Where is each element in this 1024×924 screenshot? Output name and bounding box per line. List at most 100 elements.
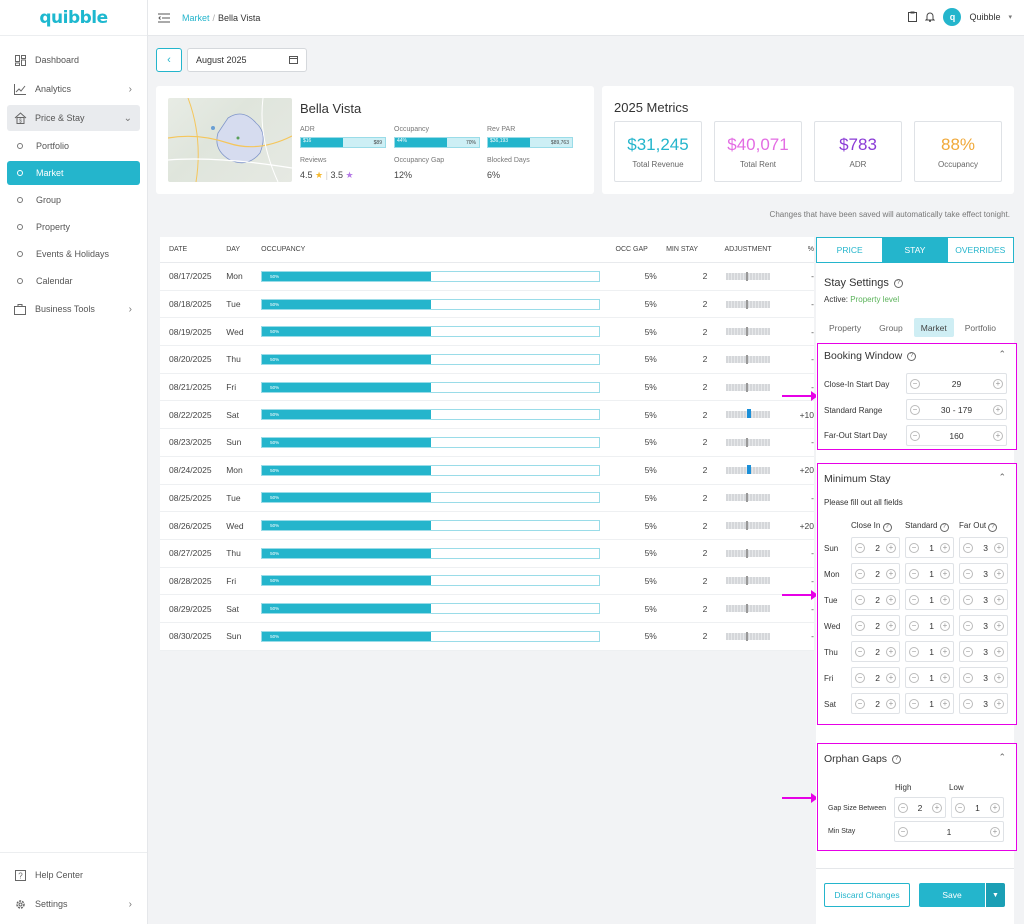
col-occ-gap[interactable]: OCC GAP <box>615 246 648 253</box>
cell-adjustment[interactable] <box>707 299 788 309</box>
minus-icon[interactable]: − <box>910 404 920 415</box>
table-row[interactable]: 08/20/2025 Thu 50% 5% 2 - <box>160 346 814 374</box>
plus-icon[interactable]: + <box>989 826 1000 837</box>
sidebar-sub-events[interactable]: Events & Holidays <box>7 242 140 266</box>
stepper-value[interactable]: 3 <box>983 646 988 657</box>
month-picker[interactable]: August 2025 <box>187 48 307 72</box>
adjustment-handle[interactable] <box>746 299 749 309</box>
minus-icon[interactable]: − <box>910 430 920 441</box>
minus-icon[interactable]: − <box>855 542 865 553</box>
plus-icon[interactable]: + <box>940 594 950 605</box>
cell-adjustment[interactable] <box>707 548 788 558</box>
help-icon[interactable]: ? <box>988 522 998 532</box>
min-stay-far-out-stepper[interactable]: −3 + <box>959 615 1008 636</box>
adjustment-handle[interactable] <box>747 464 752 474</box>
minus-icon[interactable]: − <box>898 802 908 813</box>
min-stay-standard-stepper[interactable]: −1 + <box>905 693 954 714</box>
adjustment-slider[interactable] <box>726 576 771 586</box>
minus-icon[interactable]: − <box>855 698 865 709</box>
table-row[interactable]: 08/30/2025 Sun 50% 5% 2 - <box>160 623 814 651</box>
adjustment-slider[interactable] <box>726 437 771 447</box>
adjustment-slider[interactable] <box>726 493 771 503</box>
minus-icon[interactable]: − <box>955 802 965 813</box>
col-occupancy[interactable]: OCCUPANCY <box>261 246 306 253</box>
table-row[interactable]: 08/27/2025 Thu 50% 5% 2 - <box>160 540 814 568</box>
stepper-value[interactable]: 1 <box>929 620 934 631</box>
stepper-value[interactable]: 2 <box>875 568 880 579</box>
minus-icon[interactable]: − <box>909 542 919 553</box>
min-stay-close-in-stepper[interactable]: −2 + <box>851 615 900 636</box>
standard-range-stepper[interactable]: − 30 - 179 + <box>906 399 1007 420</box>
table-row[interactable]: 08/17/2025 Mon 50% 5% 2 - <box>160 263 814 291</box>
adjustment-handle[interactable] <box>746 437 749 447</box>
sidebar-item-help[interactable]: ? Help Center <box>7 862 140 888</box>
stepper-value[interactable]: 29 <box>951 378 962 389</box>
help-icon[interactable]: ? <box>882 522 892 532</box>
sidebar-item-price-stay[interactable]: $ Price & Stay ⌄ <box>7 105 140 131</box>
stepper-value[interactable]: 2 <box>875 646 880 657</box>
stepper-value[interactable]: 3 <box>983 698 988 709</box>
adjustment-handle[interactable] <box>746 521 749 531</box>
stepper-value[interactable]: 1 <box>929 672 934 683</box>
minus-icon[interactable]: − <box>909 698 919 709</box>
adjustment-handle[interactable] <box>746 354 749 364</box>
cell-adjustment[interactable] <box>707 631 788 641</box>
plus-icon[interactable]: + <box>989 802 1000 813</box>
table-row[interactable]: 08/28/2025 Fri 50% 5% 2 - <box>160 568 814 596</box>
plus-icon[interactable]: + <box>994 698 1004 709</box>
avatar[interactable]: q <box>943 8 962 26</box>
save-dropdown-button[interactable]: ▼ <box>986 883 1005 907</box>
adjustment-handle[interactable] <box>746 382 749 392</box>
stepper-value[interactable]: 1 <box>929 594 934 605</box>
plus-icon[interactable]: + <box>886 594 896 605</box>
bell-icon[interactable] <box>925 11 936 24</box>
table-row[interactable]: 08/22/2025 Sat 50% 5% 2 +10 <box>160 401 814 430</box>
adjustment-slider[interactable] <box>726 299 771 309</box>
minus-icon[interactable]: − <box>909 646 919 657</box>
minus-icon[interactable]: − <box>909 620 919 631</box>
min-stay-close-in-stepper[interactable]: −2 + <box>851 589 900 610</box>
plus-icon[interactable]: + <box>886 620 896 631</box>
cell-adjustment[interactable] <box>707 327 788 337</box>
cell-adjustment[interactable] <box>707 354 788 364</box>
min-stay-far-out-stepper[interactable]: −3 + <box>959 563 1008 584</box>
adjustment-slider[interactable] <box>726 521 771 531</box>
minus-icon[interactable]: − <box>909 672 919 683</box>
minus-icon[interactable]: − <box>855 568 865 579</box>
adjustment-handle[interactable] <box>746 548 749 558</box>
plus-icon[interactable]: + <box>940 698 950 709</box>
plus-icon[interactable]: + <box>993 378 1003 389</box>
table-row[interactable]: 08/24/2025 Mon 50% 5% 2 +20 <box>160 457 814 485</box>
breadcrumb-market-link[interactable]: Market <box>182 12 210 23</box>
min-stay-standard-stepper[interactable]: −1 + <box>905 641 954 662</box>
sidebar-sub-property[interactable]: Property <box>7 215 140 239</box>
app-logo[interactable]: quibble <box>0 0 147 36</box>
plus-icon[interactable]: + <box>994 542 1004 553</box>
close-in-stepper[interactable]: − 29 + <box>906 373 1007 394</box>
table-row[interactable]: 08/29/2025 Sat 50% 5% 2 - <box>160 595 814 623</box>
minus-icon[interactable]: − <box>963 672 973 683</box>
min-stay-standard-stepper[interactable]: −1 + <box>905 667 954 688</box>
chevron-up-icon[interactable]: ⌃ <box>998 472 1006 482</box>
clipboard-icon[interactable] <box>908 11 918 24</box>
gap-high-stepper[interactable]: −2 + <box>894 797 946 818</box>
plus-icon[interactable]: + <box>940 646 950 657</box>
adjustment-handle[interactable] <box>746 604 749 614</box>
table-row[interactable]: 08/23/2025 Sun 50% 5% 2 - <box>160 429 814 457</box>
stepper-value[interactable]: 2 <box>875 594 880 605</box>
subtab-property[interactable]: Property <box>829 322 862 333</box>
minus-icon[interactable]: − <box>963 698 973 709</box>
minus-icon[interactable]: − <box>963 568 973 579</box>
stepper-value[interactable]: 1 <box>929 568 934 579</box>
stepper-value[interactable]: 160 <box>949 430 964 441</box>
col-percent[interactable]: % <box>807 246 814 253</box>
plus-icon[interactable]: + <box>994 646 1004 657</box>
stepper-value[interactable]: 3 <box>983 594 988 605</box>
col-date[interactable]: DATE <box>169 246 188 253</box>
adjustment-handle[interactable] <box>746 493 749 503</box>
col-adjustment[interactable]: ADJUSTMENT <box>724 246 772 253</box>
min-stay-far-out-stepper[interactable]: −3 + <box>959 641 1008 662</box>
min-stay-close-in-stepper[interactable]: −2 + <box>851 537 900 558</box>
chevron-down-icon[interactable]: ▾ <box>1008 14 1012 21</box>
cell-adjustment[interactable] <box>707 409 788 419</box>
